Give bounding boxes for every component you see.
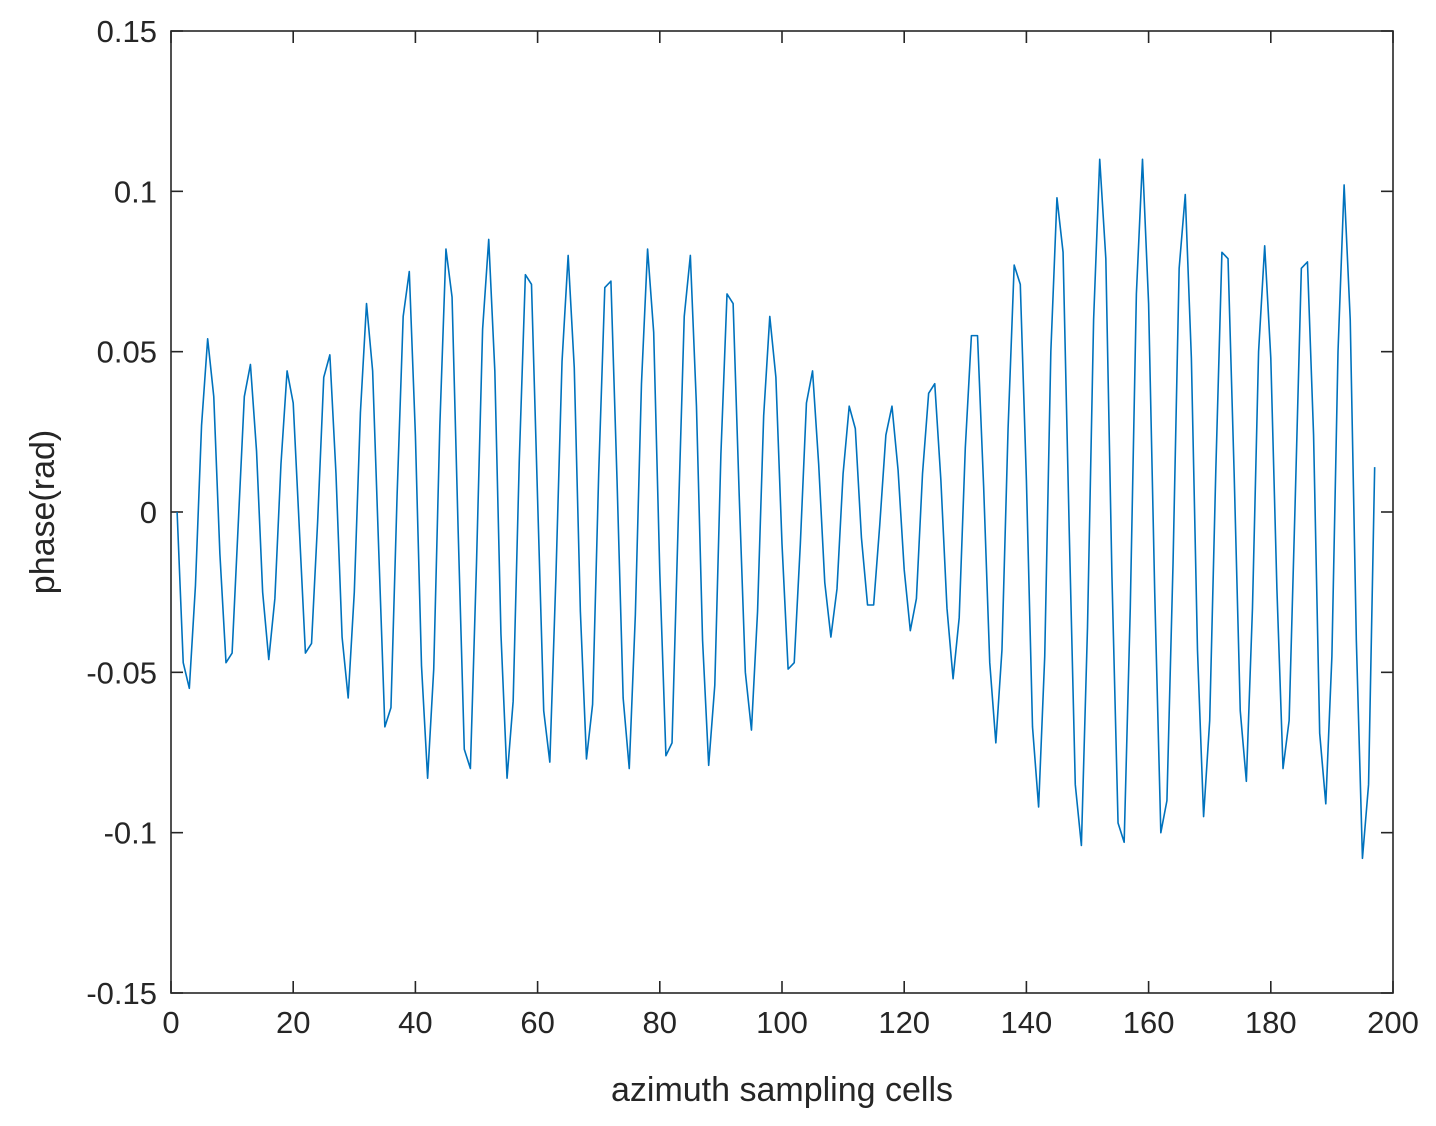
plot-frame bbox=[170, 30, 1394, 994]
y-tick-label: 0.1 bbox=[114, 174, 157, 209]
x-tick-label: 0 bbox=[162, 1005, 179, 1040]
x-tick-label: 180 bbox=[1245, 1005, 1297, 1040]
y-tick-label: 0 bbox=[140, 495, 157, 530]
plot-area bbox=[171, 31, 1393, 993]
y-tick-label: 0.15 bbox=[97, 14, 157, 49]
x-tick-label: 100 bbox=[756, 1005, 808, 1040]
x-tick-label: 40 bbox=[398, 1005, 432, 1040]
x-axis-label: azimuth sampling cells bbox=[611, 1071, 953, 1109]
y-tick-label: -0.1 bbox=[104, 816, 157, 851]
y-axis-label: phase(rad) bbox=[24, 430, 62, 594]
y-tick-label: 0.05 bbox=[97, 335, 157, 370]
tick-labels: 0 20 40 60 80 100 120 140 160 180 200 -0.15 -0.1 -0.0… bbox=[86, 14, 1419, 1040]
series-line bbox=[176, 158, 1376, 860]
x-tick-label: 200 bbox=[1367, 1005, 1419, 1040]
y-tick-label: -0.05 bbox=[86, 655, 157, 690]
x-tick-label: 120 bbox=[878, 1005, 930, 1040]
x-tick-label: 60 bbox=[520, 1005, 554, 1040]
y-tick-label: -0.15 bbox=[86, 976, 157, 1011]
x-tick-label: 140 bbox=[1001, 1005, 1053, 1040]
x-tick-label: 20 bbox=[276, 1005, 310, 1040]
x-tick-label: 80 bbox=[643, 1005, 677, 1040]
x-tick-label: 160 bbox=[1123, 1005, 1175, 1040]
